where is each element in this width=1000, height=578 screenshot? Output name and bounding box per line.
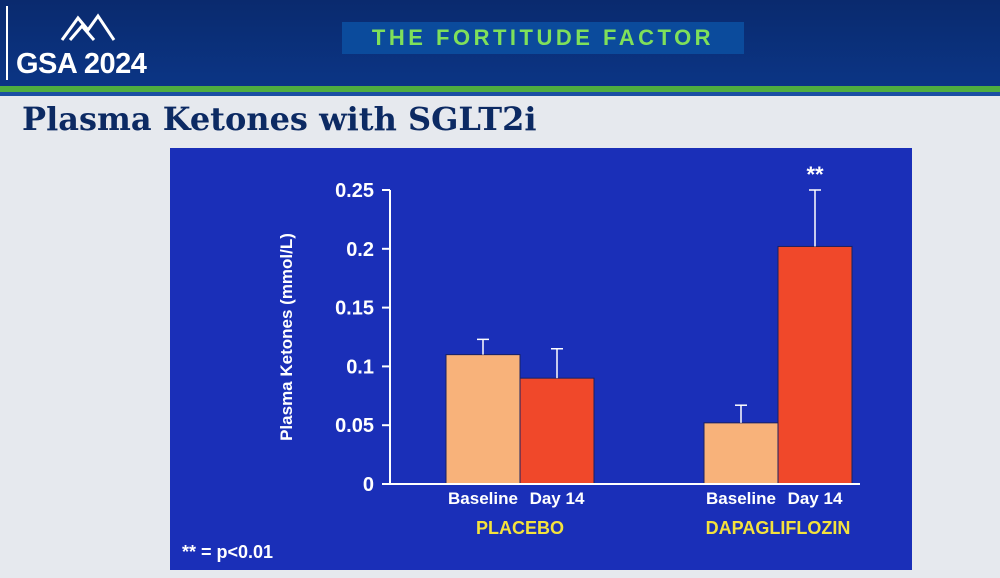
bar-dapagliflozin-baseline bbox=[703, 422, 779, 485]
header-divider-green bbox=[0, 86, 1000, 92]
x-tick-label: Day 14 bbox=[530, 489, 585, 508]
significance-footnote: ** = p<0.01 bbox=[182, 542, 273, 562]
bar-dapagliflozin-day-14 bbox=[777, 245, 853, 485]
x-tick-label: Baseline bbox=[448, 489, 518, 508]
bar-chart: ** 0 0.05 0.1 0.15 0.2 0.25 Baseline Day 14 PLA… bbox=[182, 162, 860, 562]
slide-title: Plasma Ketones with SGLT2i bbox=[22, 100, 537, 138]
y-tick-label: 0 bbox=[363, 474, 374, 496]
group-label: DAPAGLIFLOZIN bbox=[706, 518, 851, 538]
x-tick-label: Baseline bbox=[706, 489, 776, 508]
conference-banner: THE FORTITUDE FACTOR bbox=[342, 22, 744, 54]
header-divider-blue bbox=[0, 92, 1000, 96]
y-tick-label: 0.25 bbox=[335, 180, 374, 202]
bar-placebo-baseline bbox=[445, 354, 521, 485]
x-tick-label: Day 14 bbox=[788, 489, 843, 508]
gsa-logo: GSA 2024 bbox=[6, 6, 184, 80]
y-tick-label: 0.1 bbox=[346, 356, 374, 378]
y-axis-label: Plasma Ketones (mmol/L) bbox=[277, 233, 296, 441]
header-bar: GSA 2024 THE FORTITUDE FACTOR bbox=[0, 0, 1000, 86]
logo-text: GSA 2024 bbox=[16, 48, 147, 80]
bar-placebo-day-14 bbox=[519, 377, 595, 485]
significance-marker: ** bbox=[806, 162, 824, 187]
y-tick-label: 0.2 bbox=[346, 239, 374, 261]
chart-panel: ** 0 0.05 0.1 0.15 0.2 0.25 Baseline Day 14 PLA… bbox=[170, 148, 912, 570]
group-label: PLACEBO bbox=[476, 518, 564, 538]
y-tick-label: 0.15 bbox=[335, 298, 374, 320]
y-tick-label: 0.05 bbox=[335, 415, 374, 437]
mountain-logo-icon bbox=[60, 13, 116, 41]
